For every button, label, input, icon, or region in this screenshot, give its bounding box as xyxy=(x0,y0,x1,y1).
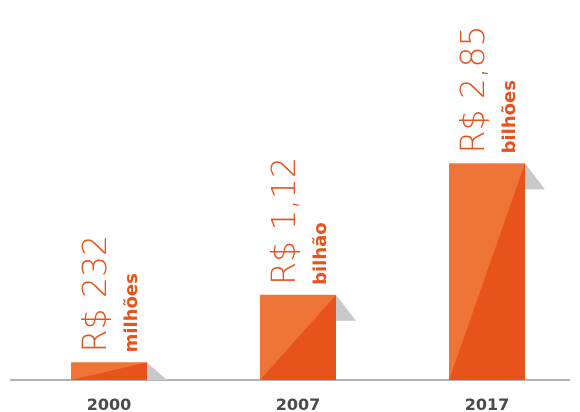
bar-shadow xyxy=(525,163,545,190)
bar-shadow xyxy=(336,294,356,321)
x-tick-label: 2007 xyxy=(276,395,321,412)
value-label: R$ 2,85 xyxy=(453,25,492,153)
value-label-unit: bilhão xyxy=(310,222,331,285)
value-label: R$ 232 xyxy=(75,235,114,352)
bar-highlight xyxy=(449,163,525,380)
x-tick-label: 2000 xyxy=(87,395,132,412)
value-label: R$ 1,12 xyxy=(264,157,303,285)
x-tick-label: 2017 xyxy=(465,395,510,412)
bar-shadow xyxy=(147,362,167,380)
bar-highlight xyxy=(260,294,336,380)
bar-highlight xyxy=(71,362,147,380)
value-label-unit: milhões xyxy=(121,273,142,352)
value-label-unit: bilhões xyxy=(499,80,520,153)
